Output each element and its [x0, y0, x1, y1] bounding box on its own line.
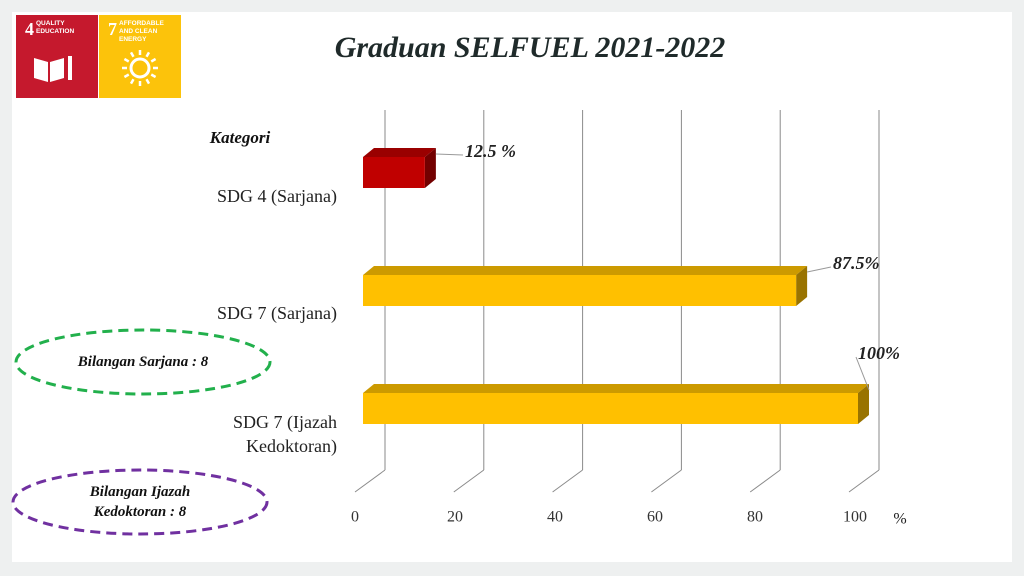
grid-floor-line	[354, 469, 386, 493]
value-label: 100%	[858, 343, 900, 363]
y-tick-label: SDG 4 (Sarjana)	[217, 186, 337, 206]
bar	[363, 157, 425, 188]
sun-ray	[129, 51, 135, 58]
bar	[363, 393, 858, 424]
sun-ray	[150, 73, 157, 79]
grid-floor-line	[848, 469, 880, 493]
sun-ray	[123, 73, 130, 79]
sun-ray	[129, 78, 135, 85]
x-tick-label: 100	[843, 509, 867, 526]
annotation-text: Bilangan Ijazah Kedoktoran : 8	[89, 484, 191, 520]
sun-ray	[150, 57, 157, 63]
sun-icon	[129, 57, 151, 79]
leader-line	[435, 153, 464, 156]
sdg-logo-number: 7	[108, 19, 117, 39]
bar	[363, 275, 797, 306]
sdg-logo-number: 4	[25, 19, 34, 39]
y-tick-label: SDG 7 (Ijazah Kedoktoran)	[233, 412, 337, 456]
x-axis-unit: %	[893, 511, 906, 528]
bar-top	[363, 266, 808, 275]
bar-top	[363, 384, 869, 393]
value-label: 12.5 %	[465, 141, 516, 161]
book-icon	[34, 58, 64, 82]
y-tick-label: SDG 7 (Sarjana)	[217, 303, 337, 323]
sun-ray	[145, 51, 151, 58]
grid-floor-line	[453, 469, 485, 493]
bar-side	[424, 148, 436, 188]
y-axis-title: Kategori	[209, 128, 271, 147]
sun-ray	[123, 57, 130, 63]
annotation-text: Bilangan Sarjana : 8	[77, 354, 209, 370]
pencil-icon	[68, 56, 72, 80]
x-tick-label: 60	[647, 509, 663, 526]
sdg-logo-label: AFFORDABLE AND CLEAN ENERGY	[119, 20, 164, 43]
bar-side	[858, 384, 869, 424]
bar-side	[796, 266, 808, 306]
annotation-ellipse	[14, 328, 272, 396]
sdg-logo-label: QUALITY EDUCATION	[36, 20, 75, 35]
sdg-logo	[16, 15, 98, 98]
grid-floor-line	[651, 469, 682, 493]
x-tick-label: 40	[547, 509, 563, 526]
x-tick-label: 0	[351, 509, 359, 526]
grid-floor-line	[749, 469, 781, 493]
leader-line	[855, 356, 870, 391]
x-tick-label: 80	[747, 509, 763, 526]
x-tick-label: 20	[447, 509, 463, 526]
grid-floor-line	[552, 469, 583, 493]
sun-ray	[145, 78, 151, 85]
annotation-ellipse	[11, 468, 269, 536]
chart-title: Graduan SELFUEL 2021-2022	[335, 31, 726, 64]
value-label: 87.5%	[833, 253, 880, 273]
bar-top	[363, 148, 436, 157]
leader-line	[807, 266, 832, 273]
